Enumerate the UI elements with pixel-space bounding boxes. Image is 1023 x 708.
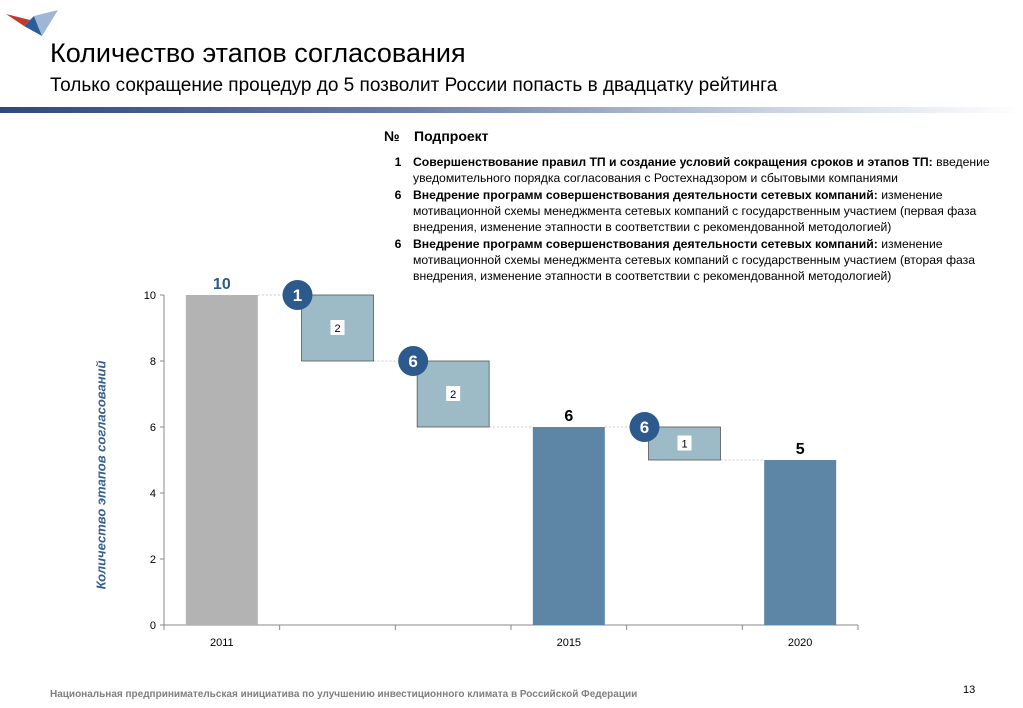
delta-label-box bbox=[330, 320, 345, 335]
row-title: Совершенствование правил ТП и создание у… bbox=[413, 155, 933, 169]
page-title: Количество этапов согласования bbox=[50, 38, 466, 68]
logo-icon bbox=[6, 10, 58, 36]
total-bar bbox=[764, 460, 837, 625]
y-tick-label: 4 bbox=[150, 488, 156, 500]
table-header: № Подпроект bbox=[383, 128, 993, 148]
delta-value-label: 2 bbox=[450, 389, 456, 401]
subproject-badge-label: 6 bbox=[408, 352, 417, 371]
subproject-badge bbox=[282, 280, 313, 310]
x-tick-label: 2011 bbox=[210, 637, 234, 649]
delta-bar bbox=[648, 426, 721, 461]
row-title: Внедрение программ совершенствования дея… bbox=[413, 237, 878, 251]
footer-text: Национальная предпринимательская инициат… bbox=[50, 689, 638, 700]
x-tick-label: 2015 bbox=[557, 637, 581, 649]
subproject-table: № Подпроект 1 Совершенствование правил Т… bbox=[383, 128, 993, 285]
subproject-badge bbox=[629, 412, 660, 442]
page-subtitle: Только сокращение процедур до 5 позволит… bbox=[50, 75, 778, 96]
row-description: введение уведомительного порядка согласо… bbox=[413, 155, 990, 185]
subproject-badge bbox=[398, 346, 429, 376]
delta-value-label: 1 bbox=[681, 439, 687, 451]
row-text: Внедрение программ совершенствования дея… bbox=[413, 187, 993, 235]
bar-value-label: 5 bbox=[796, 441, 805, 458]
table-row: 6 Внедрение программ совершенствования д… bbox=[383, 236, 993, 284]
bar-value-label: 10 bbox=[213, 276, 231, 293]
y-tick-label: 8 bbox=[150, 356, 156, 368]
column-number-header: № bbox=[384, 128, 400, 144]
y-tick-label: 6 bbox=[150, 422, 156, 434]
y-tick-label: 0 bbox=[150, 620, 156, 632]
subproject-badge-label: 1 bbox=[293, 286, 302, 305]
table-row: 6 Внедрение программ совершенствования д… bbox=[383, 187, 993, 235]
x-tick-label: 2020 bbox=[788, 637, 812, 649]
row-text: Совершенствование правил ТП и создание у… bbox=[413, 154, 993, 186]
table-row: 1 Совершенствование правил ТП и создание… bbox=[383, 154, 993, 186]
title-divider bbox=[0, 107, 1023, 113]
bar-value-label: 6 bbox=[564, 408, 573, 425]
row-description: изменение мотивационной схемы менеджмент… bbox=[413, 188, 977, 234]
y-tick-label: 10 bbox=[144, 290, 156, 302]
delta-label-box bbox=[677, 435, 692, 451]
subproject-badge-label: 6 bbox=[640, 418, 649, 437]
row-title: Внедрение программ совершенствования дея… bbox=[413, 188, 878, 202]
delta-label-box bbox=[446, 386, 461, 401]
row-number: 6 bbox=[394, 237, 402, 251]
total-bar bbox=[532, 427, 605, 625]
y-axis-label: Количество этапов согласований bbox=[93, 360, 109, 590]
delta-value-label: 2 bbox=[334, 323, 340, 335]
row-number: 1 bbox=[394, 155, 402, 169]
total-bar bbox=[185, 295, 258, 625]
page-number: 13 bbox=[963, 684, 976, 696]
y-tick-label: 2 bbox=[150, 554, 156, 566]
row-number: 6 bbox=[394, 188, 402, 202]
column-project-header: Подпроект bbox=[414, 128, 489, 144]
row-description: изменение мотивационной схемы менеджмент… bbox=[413, 237, 976, 283]
row-text: Внедрение программ совершенствования дея… bbox=[413, 236, 993, 284]
